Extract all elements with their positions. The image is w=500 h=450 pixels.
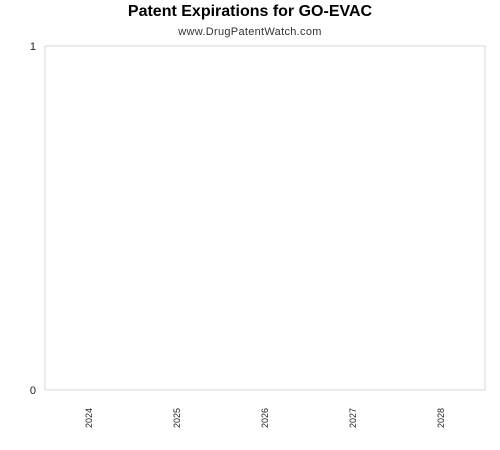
- plot-area: [45, 46, 485, 390]
- y-axis: 01: [30, 41, 36, 397]
- y-tick-label: 0: [30, 385, 36, 397]
- x-tick-label: 2027: [348, 408, 358, 428]
- x-tick-label: 2026: [260, 408, 270, 428]
- x-tick-label: 2024: [84, 408, 94, 428]
- x-tick-label: 2028: [436, 408, 446, 428]
- x-tick-label: 2025: [172, 408, 182, 428]
- y-tick-label: 1: [30, 41, 36, 53]
- x-axis: 2024 2025 2026 2027 2028: [84, 408, 446, 428]
